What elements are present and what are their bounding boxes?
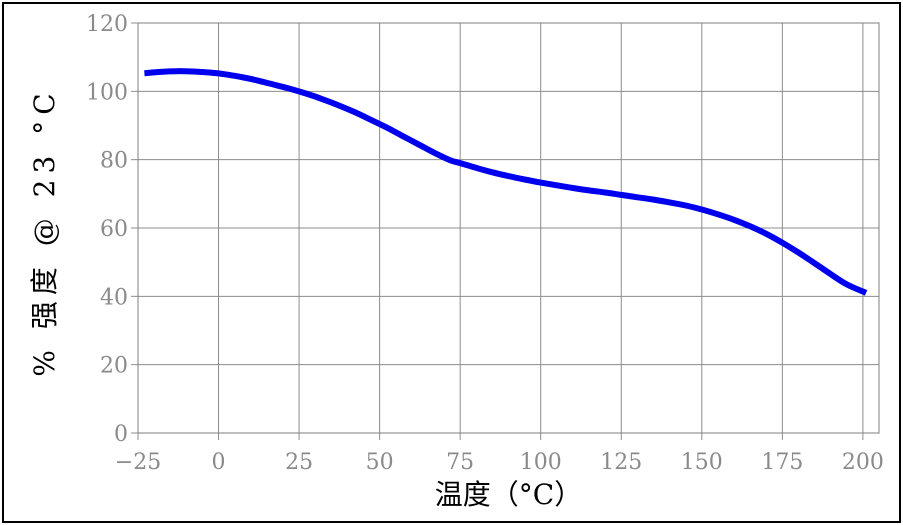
x-tick-label: 25 bbox=[285, 450, 313, 475]
x-tick-label: 50 bbox=[366, 450, 394, 475]
y-tick-label: 0 bbox=[114, 422, 128, 447]
y-tick-label: 80 bbox=[100, 149, 128, 174]
x-tick-label: 100 bbox=[520, 450, 562, 475]
y-gridlines bbox=[138, 22, 879, 434]
x-tick-label: −25 bbox=[115, 450, 161, 475]
y-tick-label: 60 bbox=[100, 217, 128, 242]
y-axis-ticks: 0 20 40 60 80 100 120 bbox=[86, 12, 138, 447]
y-axis-label: % 强度 @ 23 °C bbox=[28, 87, 61, 376]
x-tick-label: 200 bbox=[842, 450, 884, 475]
x-tick-label: 125 bbox=[600, 450, 642, 475]
y-tick-label: 40 bbox=[100, 285, 128, 310]
y-tick-label: 120 bbox=[86, 12, 128, 37]
x-tick-label: 75 bbox=[446, 450, 474, 475]
series-layer bbox=[144, 68, 868, 296]
x-tick-label: 150 bbox=[681, 450, 723, 475]
x-axis-ticks: −25 0 25 50 75 100 125 150 175 200 bbox=[115, 433, 884, 475]
y-tick-label: 100 bbox=[86, 80, 128, 105]
line-chart: −25 0 25 50 75 100 125 150 175 200 0 20 40 60 80 100 12… bbox=[28, 12, 884, 511]
x-tick-label: 0 bbox=[212, 450, 226, 475]
x-axis-label: 温度（°C） bbox=[435, 478, 582, 511]
y-tick-label: 20 bbox=[100, 354, 128, 379]
x-tick-label: 175 bbox=[761, 450, 803, 475]
series-line bbox=[144, 68, 868, 296]
